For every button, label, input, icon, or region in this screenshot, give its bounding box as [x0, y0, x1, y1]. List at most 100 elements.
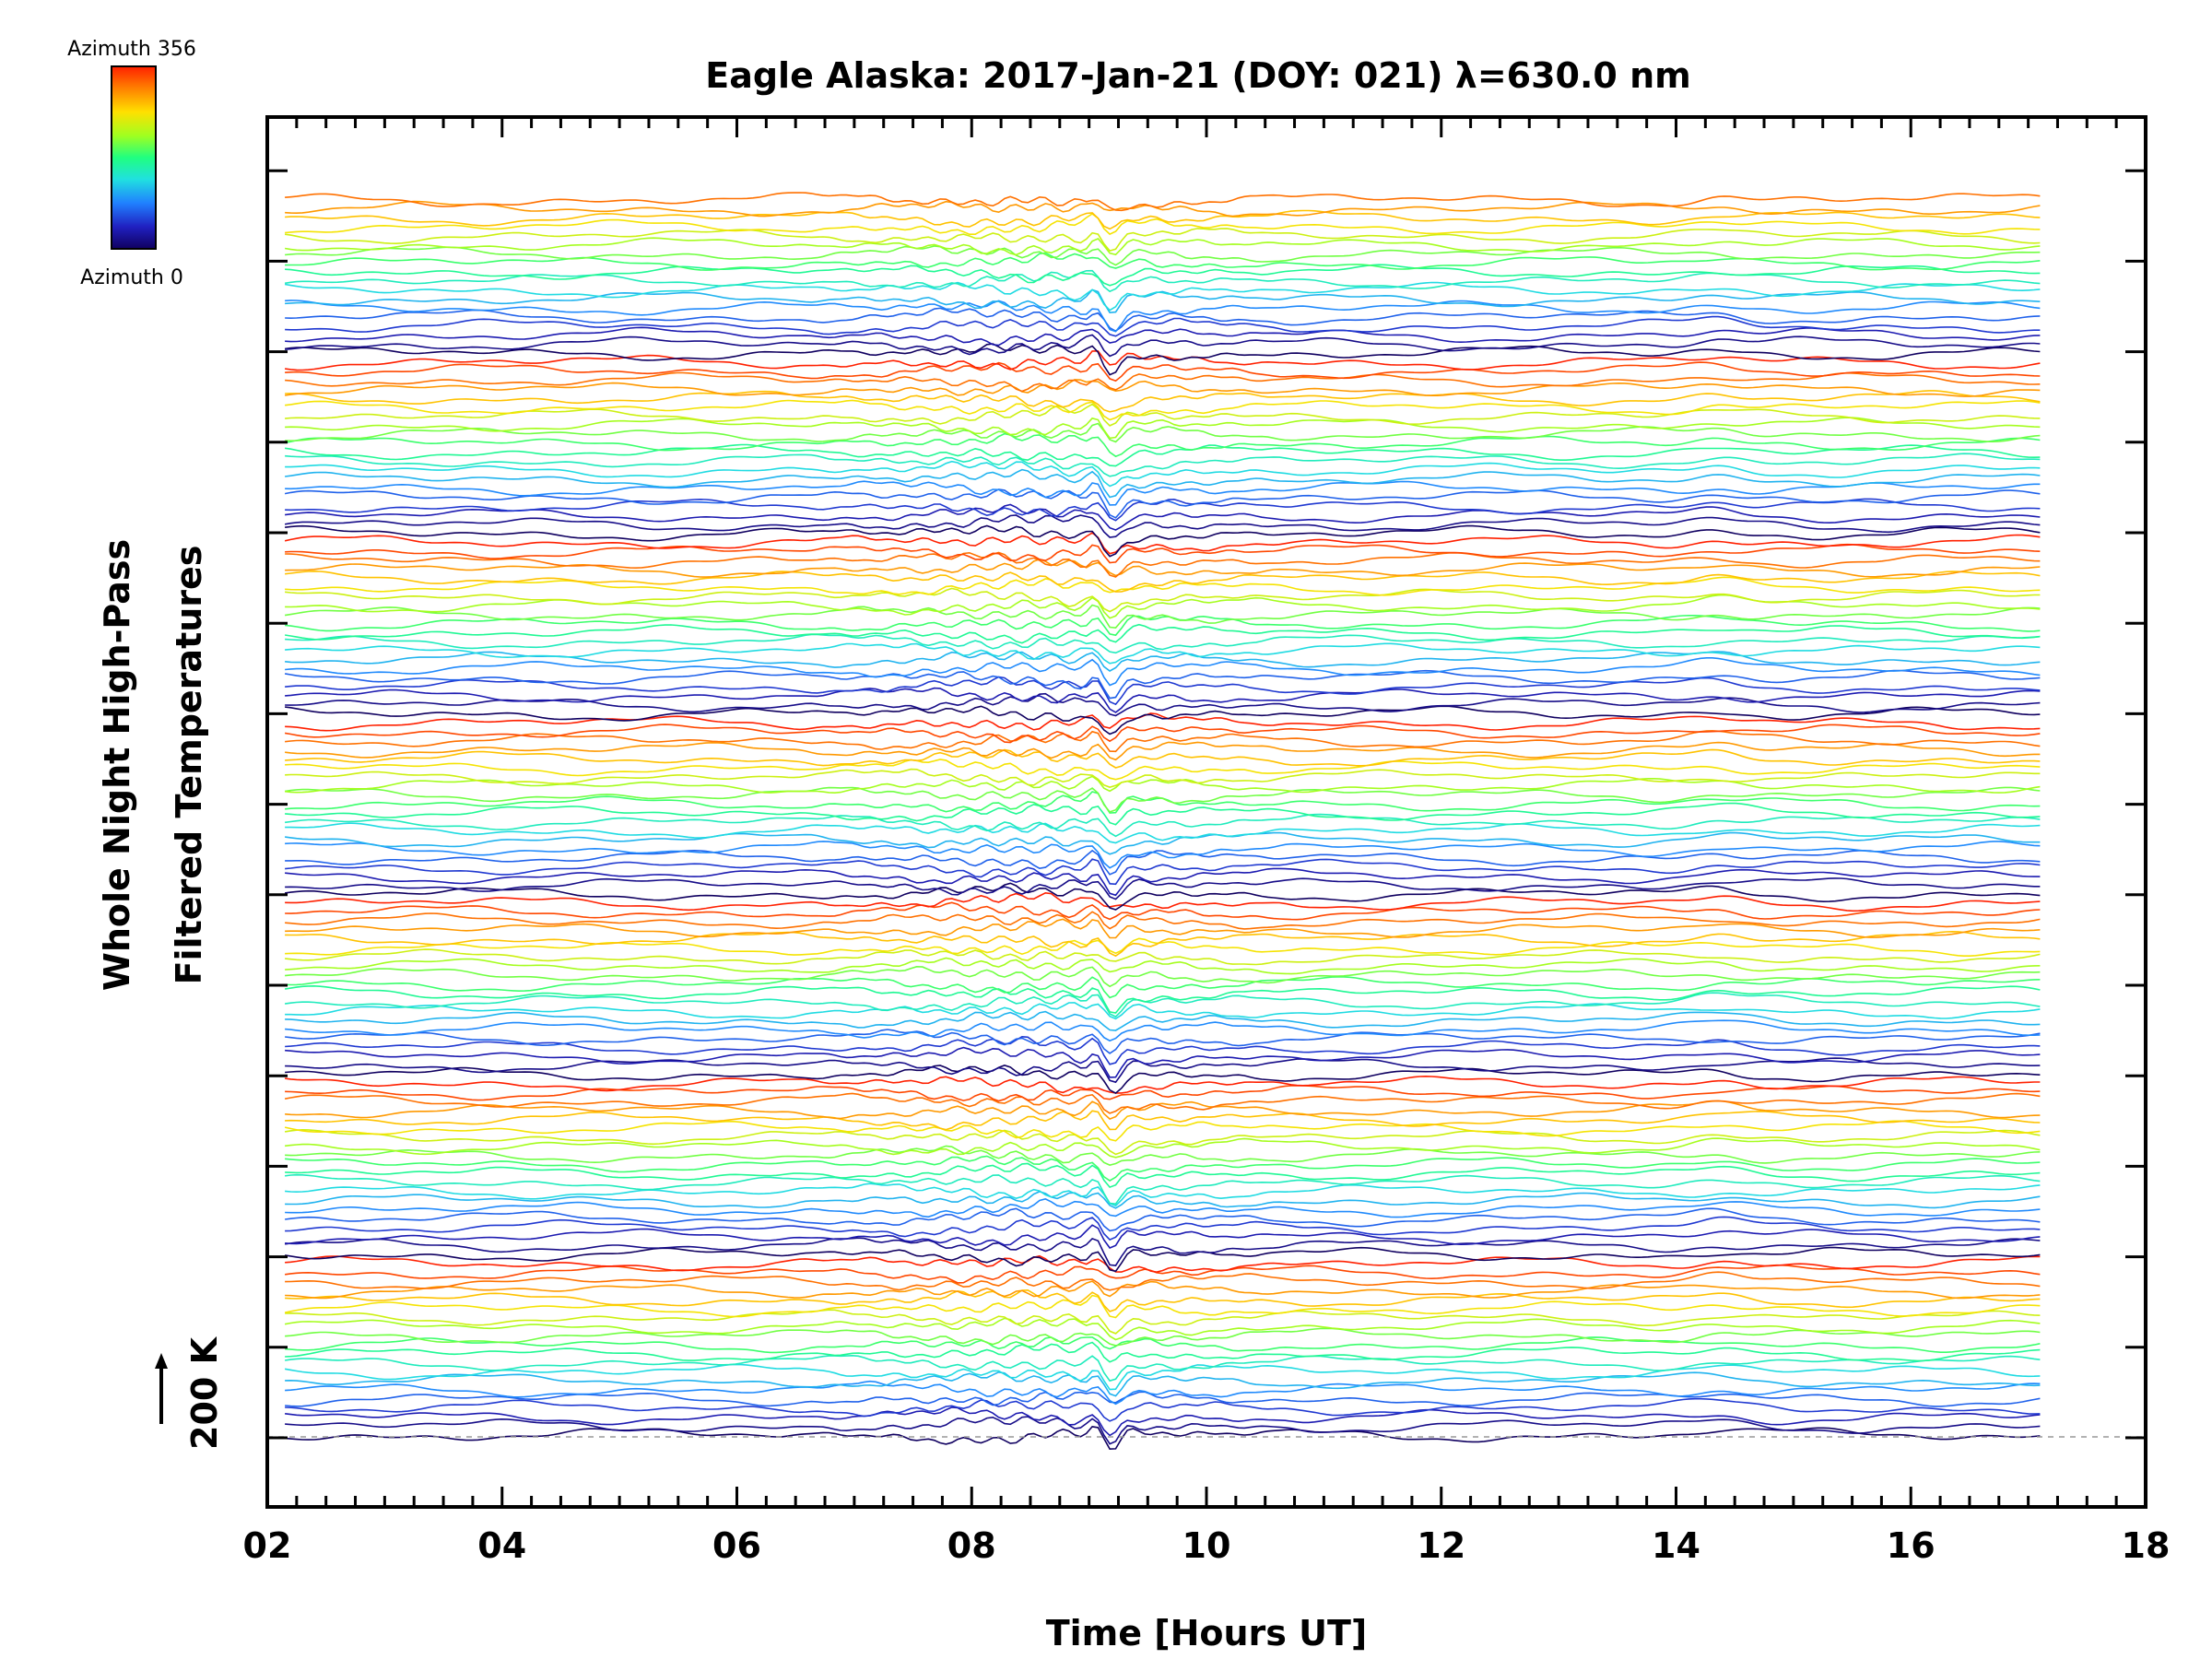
trace-line [285, 831, 2041, 855]
trace-line [285, 1155, 2041, 1182]
trace-line [285, 877, 2041, 900]
trace-line [285, 1029, 2041, 1054]
trace-line [285, 390, 2041, 413]
trace-line [285, 209, 2041, 230]
trace-line [285, 334, 2041, 358]
trace-line [285, 422, 2041, 443]
trace-line [285, 918, 2041, 939]
trace-line [285, 245, 2041, 266]
trace-line [285, 1406, 2041, 1437]
trace-line [284, 992, 2041, 1018]
x-tick-label: 10 [1182, 1525, 1231, 1566]
trace-line [285, 192, 2041, 212]
trace-line [285, 200, 2041, 218]
trace-line [284, 1237, 2041, 1266]
trace-line [285, 576, 2041, 596]
trace-line [285, 858, 2041, 886]
trace-line [284, 1317, 2041, 1341]
trace-line [285, 460, 2041, 488]
trace-line [285, 615, 2041, 637]
trace-line [285, 558, 2041, 578]
trace-line [284, 532, 2041, 555]
trace-line [285, 1035, 2041, 1065]
colorbar [111, 65, 157, 250]
trace-line [285, 802, 2041, 826]
trace-line [285, 399, 2041, 421]
trace-line [285, 891, 2041, 912]
trace-line [285, 1191, 2041, 1209]
x-tick-label: 18 [2122, 1525, 2171, 1566]
axis-ticks [265, 117, 2147, 1507]
trace-line [285, 692, 2041, 717]
trace-line [285, 543, 2041, 564]
trace-line [285, 705, 2041, 735]
trace-line [285, 730, 2041, 753]
trace-line [285, 1162, 2041, 1189]
trace-line [284, 1363, 2041, 1391]
y-axis-title-line1: Whole Night High-Pass [97, 539, 137, 991]
trace-line [284, 604, 2041, 629]
chart-title: Eagle Alaska: 2017-Jan-21 (DOY: 021) λ=6… [705, 55, 1691, 96]
trace-line [285, 642, 2041, 665]
trace-line [285, 849, 2041, 876]
trace-line [285, 1271, 2041, 1291]
colorbar-top-label: Azimuth 356 [67, 38, 196, 61]
trace-line [284, 1128, 2041, 1156]
trace-line [284, 669, 2041, 700]
trace-line [285, 1173, 2041, 1206]
trace-line [285, 315, 2041, 337]
x-tick-label: 04 [477, 1525, 526, 1566]
colorbar-bottom-label: Azimuth 0 [80, 266, 183, 289]
trace-line [285, 1309, 2041, 1335]
trace-line [285, 264, 2041, 287]
trace-line [285, 468, 2041, 499]
trace-line [285, 930, 2041, 958]
trace-line [285, 676, 2041, 706]
trace-line [285, 361, 2041, 382]
trace-line [285, 965, 2041, 988]
trace-line [285, 371, 2041, 393]
trace-line [285, 1216, 2041, 1241]
trace-line [284, 432, 2041, 458]
trace-line [285, 1280, 2041, 1300]
trace-line [285, 300, 2041, 333]
trace-line [285, 633, 2041, 654]
trace-line [285, 976, 2041, 999]
trace-line [284, 1354, 2041, 1382]
x-tick-label: 14 [1652, 1525, 1700, 1566]
y-axis-title-line2: Filtered Temperatures [169, 546, 209, 985]
trace-line [285, 911, 2041, 930]
trace-line [285, 1137, 2041, 1159]
trace-line [285, 759, 2041, 781]
plot-area [267, 192, 2146, 1451]
trace-line [285, 957, 2041, 975]
trace-line [285, 570, 2041, 593]
x-tick-label: 08 [947, 1525, 996, 1566]
trace-line [284, 514, 2041, 538]
x-tick-label: 02 [243, 1525, 292, 1566]
trace-line [285, 551, 2041, 578]
x-tick-label: 06 [712, 1525, 761, 1566]
trace-line [285, 657, 2041, 687]
trace-line [284, 984, 2041, 1014]
trace-line [284, 1246, 2041, 1273]
trace-line [284, 237, 2041, 256]
trace-line [285, 901, 2041, 921]
trace-line [285, 1224, 2041, 1249]
trace-line [285, 768, 2041, 788]
trace-line [285, 775, 2041, 794]
trace-line [285, 343, 2041, 376]
trace-line [285, 841, 2041, 869]
trace-line [285, 403, 2041, 427]
x-axis-title: Time [Hours UT] [1046, 1613, 1368, 1653]
trace-line [285, 813, 2041, 838]
trace-line [285, 741, 2041, 761]
trace-line [285, 1002, 2041, 1020]
trace-line [284, 281, 2041, 312]
trace-line [285, 791, 2041, 814]
trace-line [285, 587, 2041, 613]
trace-line [284, 786, 2041, 813]
x-tick-labels: 02 04 06 08 10 12 14 16 18 [243, 1525, 2171, 1566]
trace-line [284, 1294, 2041, 1319]
